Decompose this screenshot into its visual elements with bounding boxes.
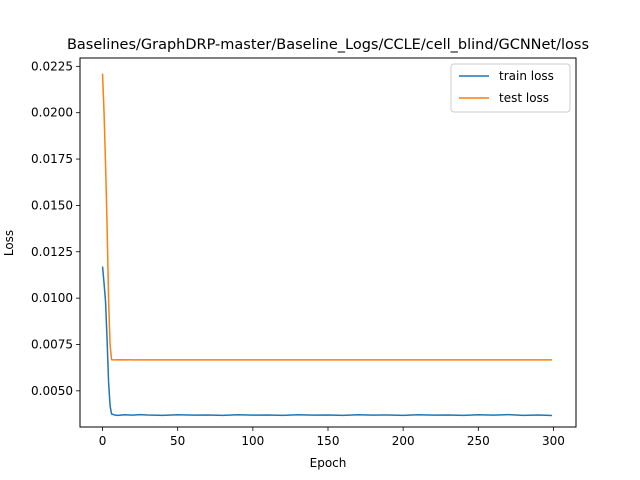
x-tick-label: 300 xyxy=(542,434,565,448)
y-tick-label: 0.0150 xyxy=(31,198,73,212)
x-tick-label: 50 xyxy=(170,434,185,448)
legend: train loss test loss xyxy=(450,63,571,113)
y-tick-label: 0.0050 xyxy=(31,384,73,398)
y-tick-label: 0.0075 xyxy=(31,337,73,351)
y-tick-label: 0.0125 xyxy=(31,245,73,259)
y-axis-label: Loss xyxy=(2,230,16,256)
x-tick-label: 200 xyxy=(392,434,415,448)
y-axis-ticks: 0.0050 0.0075 0.0100 0.0125 0.0150 0.0175 0.02… xyxy=(31,59,80,398)
y-tick-label: 0.0100 xyxy=(31,291,73,305)
x-axis-label: Epoch xyxy=(310,456,347,470)
x-tick-label: 100 xyxy=(241,434,264,448)
chart-title: Baselines/GraphDRP-master/Baseline_Logs/… xyxy=(67,37,589,53)
x-tick-label: 150 xyxy=(317,434,340,448)
plot-lines xyxy=(101,73,552,417)
y-tick-label: 0.0200 xyxy=(31,106,73,120)
y-tick-label: 0.0175 xyxy=(31,152,73,166)
plot-frame xyxy=(79,57,577,428)
y-tick-label: 0.0225 xyxy=(31,59,73,73)
x-tick-label: 250 xyxy=(467,434,490,448)
x-tick-label: 0 xyxy=(99,434,107,448)
legend-label-test-loss: test loss xyxy=(499,91,549,105)
series-line-test-loss xyxy=(101,73,552,361)
series-line-train-loss xyxy=(101,266,552,417)
legend-label-train-loss: train loss xyxy=(499,69,554,83)
x-axis-ticks: 0 50 100 150 200 250 300 xyxy=(99,427,565,448)
